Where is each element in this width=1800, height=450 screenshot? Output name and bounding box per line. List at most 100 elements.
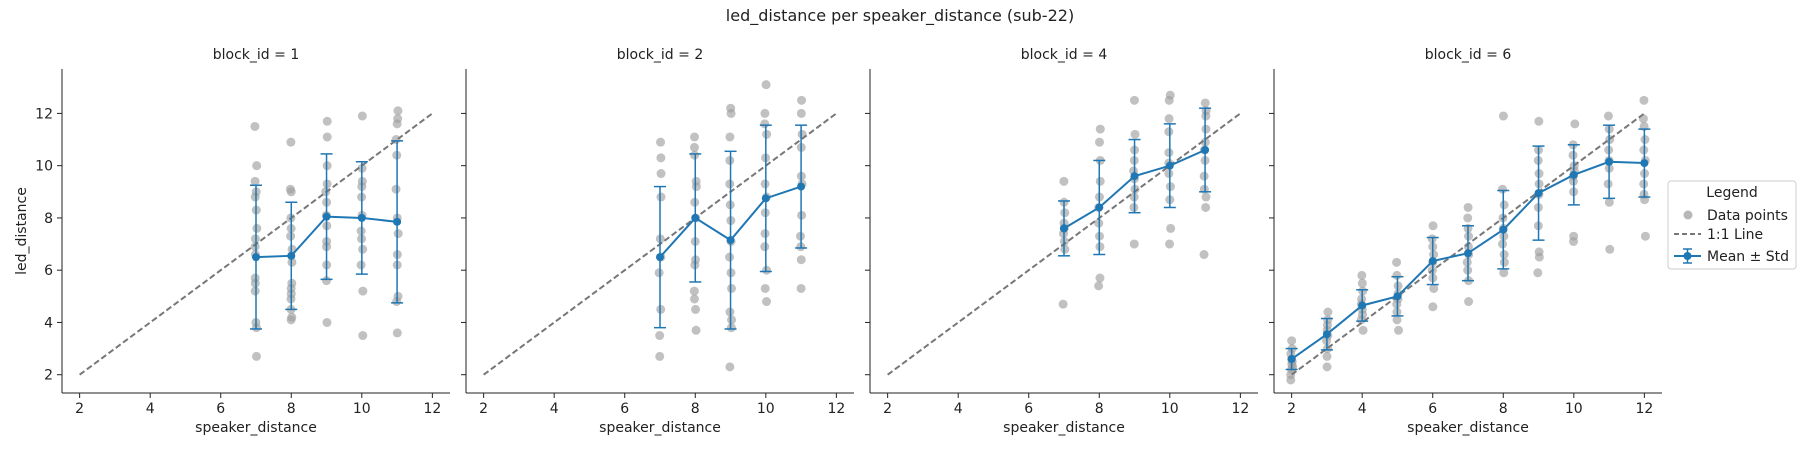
facet-panel-1: block_id = 1 2 4 6 8 10 12 2 4 6 8 10 12 speaker_dist…: [14, 47, 450, 436]
data-point: [760, 283, 770, 293]
data-point: [690, 132, 699, 142]
mean-point: [287, 251, 296, 260]
data-point: [358, 286, 368, 296]
data-point: [762, 129, 772, 139]
data-point: [1129, 95, 1139, 105]
y-axis-label: led_distance: [14, 187, 30, 275]
facet-panel-3: block_id = 4 2 4 6 8 10 12 speaker_distance: [865, 47, 1258, 436]
data-point: [656, 192, 666, 202]
x-tick-label: 8: [1499, 401, 1508, 417]
mean-point: [1060, 224, 1068, 233]
mean-point: [1640, 159, 1649, 168]
data-point: [1129, 239, 1139, 249]
data-point: [727, 283, 737, 293]
data-point: [797, 95, 807, 105]
data-point: [760, 108, 770, 118]
data-point: [1357, 270, 1367, 280]
data-point: [358, 331, 368, 341]
data-point: [1200, 98, 1210, 108]
data-point: [1428, 221, 1438, 231]
mean-point: [726, 236, 735, 245]
data-point: [1130, 129, 1140, 139]
data-point: [796, 108, 806, 118]
legend-label-identity-line: 1:1 Line: [1707, 227, 1763, 243]
mean-point: [1358, 301, 1367, 310]
data-point: [1640, 231, 1650, 241]
data-point: [656, 169, 666, 179]
data-point: [322, 132, 332, 142]
mean-point: [1534, 189, 1543, 198]
data-point: [252, 223, 262, 233]
x-tick-label: 6: [620, 401, 629, 417]
x-tick-label: 4: [1358, 401, 1367, 417]
data-point: [691, 325, 701, 335]
data-point: [286, 315, 296, 325]
data-point: [1356, 315, 1366, 325]
data-point: [1164, 95, 1174, 105]
data-point: [1322, 362, 1332, 372]
data-point: [358, 244, 368, 254]
x-tick-label: 4: [954, 401, 963, 417]
mean-point: [1569, 170, 1578, 179]
data-point: [250, 242, 260, 252]
data-point: [1165, 239, 1175, 249]
mean-point: [1287, 355, 1296, 364]
data-point: [252, 161, 262, 171]
x-tick-label: 8: [287, 401, 296, 417]
data-point: [725, 132, 735, 142]
x-axis-label: speaker_distance: [1407, 420, 1529, 436]
mean-point: [761, 194, 770, 203]
data-point: [1201, 192, 1211, 202]
data-point: [322, 116, 332, 126]
legend-item-mean-std: Mean ± Std: [1674, 248, 1789, 265]
legend-label-data-points: Data points: [1707, 208, 1788, 224]
data-point: [1201, 202, 1211, 212]
data-point: [1392, 257, 1402, 267]
data-point: [1604, 197, 1614, 207]
x-tick-label: 10: [353, 401, 371, 417]
facet-title: block_id = 1: [213, 47, 299, 63]
data-point: [1201, 111, 1211, 121]
data-point: [1166, 223, 1176, 233]
data-point: [725, 252, 735, 262]
legend-title: Legend: [1706, 185, 1757, 201]
data-point: [286, 137, 296, 147]
data-point: [251, 351, 261, 361]
facet-title: block_id = 6: [1425, 47, 1512, 63]
facet-panels: block_id = 1 2 4 6 8 10 12 2 4 6 8 10 12 speaker_dist…: [14, 47, 1662, 436]
x-tick-label: 8: [691, 401, 700, 417]
legend-mean-dot: [1683, 252, 1692, 260]
data-point: [691, 182, 701, 192]
data-point: [1095, 137, 1104, 147]
data-point: [1534, 252, 1544, 262]
data-point: [1463, 202, 1473, 212]
y-tick-label: 2: [44, 368, 53, 384]
data-point: [1429, 250, 1439, 260]
x-tick-label: 10: [757, 401, 775, 417]
data-point: [726, 108, 736, 118]
data-point: [250, 121, 260, 131]
x-tick-label: 4: [550, 401, 559, 417]
data-point: [1358, 325, 1368, 335]
data-point: [1534, 116, 1544, 126]
legend-dot-marker: [1683, 210, 1693, 220]
data-point: [690, 294, 699, 304]
data-point: [321, 276, 331, 286]
figure-title: led_distance per speaker_distance (sub-2…: [726, 6, 1074, 26]
facet-panel-4: block_id = 6 2 4 6 8 10 12 speaker_distance: [1269, 47, 1662, 436]
mean-point: [1499, 225, 1508, 234]
data-point: [1060, 244, 1070, 254]
data-point: [655, 351, 665, 361]
data-point: [1095, 124, 1105, 134]
y-tick-label: 6: [44, 263, 53, 279]
data-point: [725, 362, 735, 372]
mean-point: [1130, 172, 1139, 181]
mean-point: [797, 182, 806, 191]
facet-title: block_id = 2: [617, 47, 703, 63]
data-point: [1428, 302, 1438, 312]
data-point: [1286, 375, 1296, 385]
facet-title: block_id = 4: [1021, 47, 1108, 63]
data-point: [1199, 250, 1209, 260]
data-point: [1569, 236, 1579, 246]
y-tick-label: 12: [35, 106, 53, 122]
